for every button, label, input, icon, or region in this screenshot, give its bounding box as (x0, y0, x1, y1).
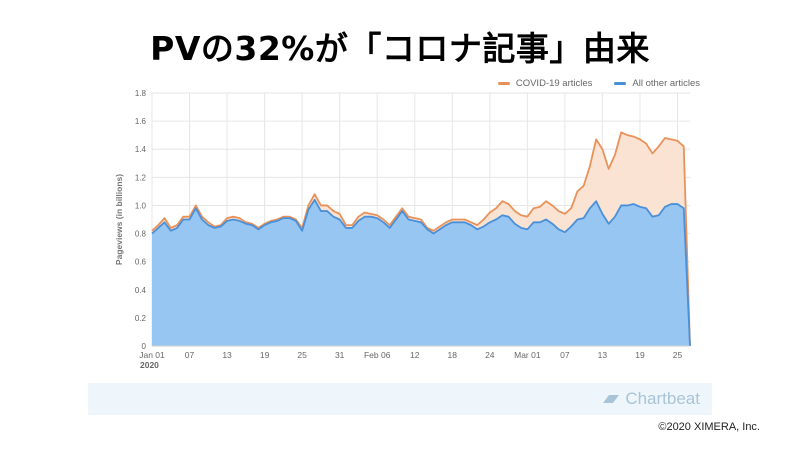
y-tick-label: 1.2 (135, 173, 147, 182)
legend-swatch-other (614, 82, 627, 85)
x-tick-year-label: 2020 (140, 360, 159, 370)
legend-item-covid[interactable]: COVID-19 articles (497, 78, 593, 89)
chart-panel: 0 0.2 0.4 0.6 0.8 1.0 1.2 1.4 1.6 1.8 Jan 01 2020 07… (88, 70, 712, 415)
x-tick-label: Mar 01 (514, 350, 541, 360)
y-axis-label: Pageviews (in billions) (114, 174, 124, 265)
y-tick-label: 0.4 (135, 286, 147, 295)
y-tick-label: 0 (142, 342, 147, 351)
y-tick-label: 0.8 (135, 230, 147, 239)
y-tick-label: 0.2 (135, 314, 147, 323)
y-tick-label: 1.0 (135, 201, 147, 210)
series-area-other (152, 199, 690, 346)
series-line-covid (151, 131, 691, 347)
x-tick-label: 13 (598, 350, 608, 360)
x-tick-label: 19 (635, 350, 645, 360)
copyright-notice: ©2020 XIMERA, Inc. (658, 421, 760, 433)
y-tick-label: 1.4 (135, 145, 147, 154)
x-tick-label: 18 (448, 350, 458, 360)
legend-swatch-covid (497, 82, 510, 85)
x-tick-label: 24 (485, 350, 495, 360)
x-tick-label: 19 (260, 350, 270, 360)
x-tick-label: 07 (185, 350, 195, 360)
chart-legend: COVID-19 articles All other articles (497, 78, 700, 89)
brand-band: Chartbeat (88, 383, 712, 415)
x-tick-label: 13 (222, 350, 232, 360)
x-tick-label: 12 (410, 350, 420, 360)
y-tick-label: 1.6 (135, 117, 147, 126)
x-tick-label: 25 (673, 350, 683, 360)
x-tick-label: 31 (335, 350, 345, 360)
x-tick-label: 07 (560, 350, 570, 360)
legend-label-covid: COVID-19 articles (515, 78, 593, 89)
chartbeat-logo: Chartbeat (601, 389, 700, 409)
x-tick-label: Jan 01 (139, 350, 165, 360)
legend-item-other[interactable]: All other articles (614, 78, 700, 89)
series-line-other (151, 198, 691, 347)
legend-label-other: All other articles (632, 78, 700, 89)
x-tick-label: 25 (297, 350, 307, 360)
y-tick-label: 1.8 (135, 89, 147, 98)
brand-name: Chartbeat (625, 389, 700, 408)
x-tick-label: Feb 06 (364, 350, 391, 360)
slide-title: PVの32%が「コロナ記事」由来 (150, 29, 650, 68)
chartbeat-mark-icon (603, 395, 620, 403)
y-tick-label: 0.6 (135, 258, 147, 267)
